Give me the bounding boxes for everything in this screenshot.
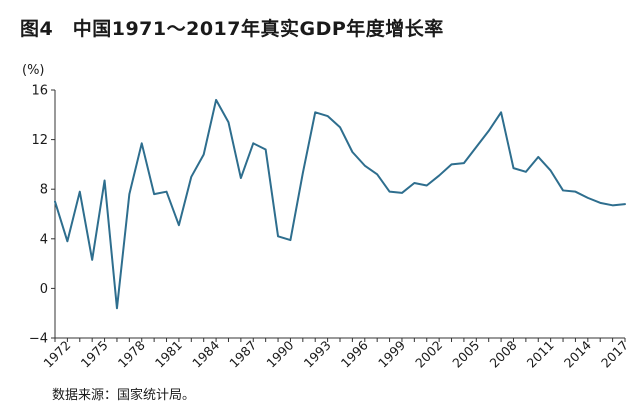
y-tick-label: 12 — [31, 133, 48, 148]
chart-marks — [54, 98, 626, 310]
y-axis-unit-label: (%) — [22, 63, 45, 78]
data-point — [302, 172, 304, 174]
data-point — [252, 142, 254, 144]
data-point — [141, 142, 143, 144]
chart-title: 图4 中国1971～2017年真实GDP年度增长率 — [20, 18, 444, 40]
data-point — [54, 201, 56, 203]
data-point — [227, 121, 229, 123]
data-point — [314, 111, 316, 113]
data-point — [215, 99, 217, 101]
data-point — [512, 167, 514, 169]
x-tick-label: 1981 — [152, 338, 185, 371]
x-tick-label: 1984 — [189, 337, 222, 370]
data-point — [153, 193, 155, 195]
data-point — [537, 156, 539, 158]
y-tick-label: 8 — [40, 183, 48, 198]
data-point — [475, 146, 477, 148]
data-point — [166, 191, 168, 193]
y-tick-label: 0 — [40, 282, 48, 297]
data-source-note: 数据来源：国家统计局。 — [52, 388, 196, 403]
data-point — [104, 180, 106, 182]
x-tick-label: 2017 — [598, 338, 631, 371]
data-point — [277, 235, 279, 237]
x-tick-label: 1993 — [301, 338, 334, 371]
data-point — [327, 115, 329, 117]
data-point — [624, 203, 626, 205]
data-point — [128, 193, 130, 195]
x-tick-label: 2014 — [561, 337, 594, 370]
data-point — [351, 151, 353, 153]
data-point — [599, 202, 601, 204]
x-tick-label: 1975 — [78, 338, 111, 371]
y-tick-label: −4 — [29, 332, 48, 347]
data-point — [488, 130, 490, 132]
data-point — [79, 191, 81, 193]
data-point — [463, 162, 465, 164]
data-point — [612, 204, 614, 206]
data-point — [500, 111, 502, 113]
x-tick-label: 2002 — [412, 338, 445, 371]
data-point — [451, 163, 453, 165]
data-point — [376, 173, 378, 175]
data-point — [574, 191, 576, 193]
y-tick-label: 16 — [31, 84, 48, 99]
data-point — [525, 171, 527, 173]
data-point — [289, 239, 291, 241]
x-tick-label: 1996 — [338, 337, 371, 370]
y-tick-label: 4 — [40, 232, 48, 247]
data-point — [265, 149, 267, 151]
data-point — [426, 184, 428, 186]
x-tick-label: 2005 — [449, 338, 482, 371]
data-point — [66, 240, 68, 242]
data-point — [116, 307, 118, 309]
series-line — [54, 98, 626, 310]
x-tick-label: 1990 — [263, 337, 296, 370]
data-point — [587, 197, 589, 199]
data-point — [413, 182, 415, 184]
data-point — [203, 153, 205, 155]
x-tick-label: 2011 — [524, 338, 557, 371]
data-point — [240, 177, 242, 179]
data-point — [389, 191, 391, 193]
data-point — [364, 165, 366, 167]
data-point — [91, 259, 93, 261]
data-point — [190, 176, 192, 178]
data-point — [339, 126, 341, 128]
x-tick-label: 1987 — [226, 338, 259, 371]
x-tick-label: 1999 — [375, 337, 408, 370]
data-point — [401, 192, 403, 194]
x-tick-label: 2008 — [486, 337, 519, 370]
x-tick-label: 1978 — [115, 337, 148, 370]
data-point — [438, 175, 440, 177]
data-point — [178, 224, 180, 226]
data-point — [562, 189, 564, 191]
data-point — [550, 170, 552, 172]
